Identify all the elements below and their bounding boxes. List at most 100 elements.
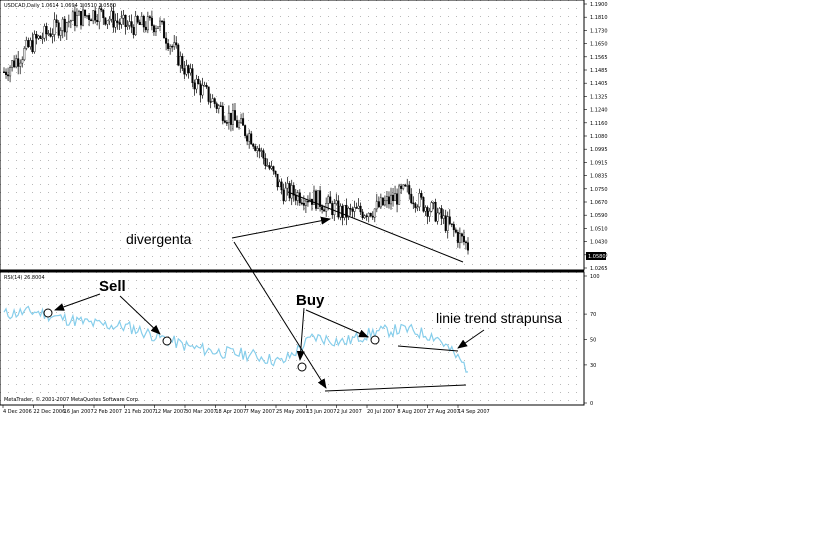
candle-body [15,58,18,68]
candle-body [181,56,184,69]
candle-body [390,194,393,205]
candle-body [211,98,214,102]
candle-body [440,208,443,219]
price-tick-label: 1.0670 [590,200,608,206]
candle-body [189,68,192,74]
candle-body [264,157,267,167]
candle-body [23,48,26,60]
candle-body [381,197,384,206]
candle-body [118,22,121,25]
candle-body [233,110,236,121]
candle-body [148,16,151,19]
candle-body [337,200,340,218]
buy-circle-1 [297,362,307,372]
candle-body [438,208,441,214]
candle-body [185,65,188,75]
candle-body [173,42,176,47]
candle-body [430,202,433,212]
candle-body [191,68,194,84]
candle-body [171,45,174,48]
trend-arrow [457,329,485,349]
candle-body [410,193,413,204]
candle-body [238,122,241,128]
price-axis: 1.1900 1.1810 1.1730 1.1650 1.1565 1.1485 1.14… [584,2,608,272]
candle-body [400,185,403,189]
candle-body [349,208,352,210]
candle-body [96,19,99,22]
price-tick-label: 1.1810 [590,15,608,21]
candle-body [341,205,344,218]
candle-body [302,203,305,206]
candle-body [156,26,159,29]
candle-body [94,10,97,21]
rsi-axis: 100 70 50 30 0 [584,274,600,407]
candle-body [333,203,336,216]
candle-body [306,200,309,203]
candle-body [250,133,253,145]
time-tick-label: 14 Sep 2007 [458,409,490,415]
candle-body [387,196,390,205]
candle-body [434,201,437,222]
candle-body [432,201,435,204]
candle-body [49,33,52,37]
candle-body [7,74,10,77]
candle-body [426,207,429,217]
candle-body [152,25,155,33]
candle-body [130,21,133,28]
candle-body [361,211,364,219]
candle-body [63,18,66,33]
candle-body [175,42,178,46]
candle-body [418,193,421,208]
candle-body [422,197,425,212]
candle-body [379,197,382,208]
candle-body [351,208,354,212]
time-tick-label: 20 Jul 2007 [367,409,395,415]
candle-body [456,231,459,243]
sell-arrow-1 [54,293,101,311]
sell-circle-1 [43,308,53,318]
candle-body [278,181,281,188]
buy-label: Buy [296,292,325,309]
divergenta-arrow-price [231,216,331,239]
price-tick-label: 1.0995 [590,147,608,153]
candle-body [329,196,332,204]
candle-body [375,201,378,210]
candle-body [244,125,247,136]
candle-body [110,10,113,20]
candle-body [37,35,40,39]
candle-body [136,16,139,23]
candle-body [256,148,259,151]
candle-body [225,122,228,124]
candle-body [236,120,239,128]
divergenta-arrow-rsi [233,241,327,389]
candle-body [416,206,419,209]
price-tick-label: 1.0430 [590,240,608,246]
candle-body [383,200,386,206]
candle-body [408,185,411,195]
candle-body [229,112,232,125]
candle-body [317,190,320,209]
rsi-level-label: 70 [590,312,596,318]
candle-body [274,170,277,175]
candle-body [25,40,28,49]
candle-body [98,8,101,22]
candle-body [272,166,275,172]
candle-body [221,105,224,121]
rsi-header: RSI(14) 26.8004 [4,275,45,281]
candle-body [392,194,395,202]
candle-body [29,40,32,47]
candle-body [102,9,105,19]
candle-body [161,20,164,23]
candle-body [353,207,356,212]
main-chart-header: USDCAD,Daily 1.0614 1.0694 1.0510 1.0580 [4,3,116,9]
candle-body [262,150,265,159]
candle-body [217,105,220,109]
candle-body [39,35,42,39]
candle-body [33,34,36,53]
candle-body [207,86,210,102]
candle-body [319,190,322,207]
candle-body [5,71,8,75]
candle-body [252,143,255,147]
candle-body [124,14,127,27]
